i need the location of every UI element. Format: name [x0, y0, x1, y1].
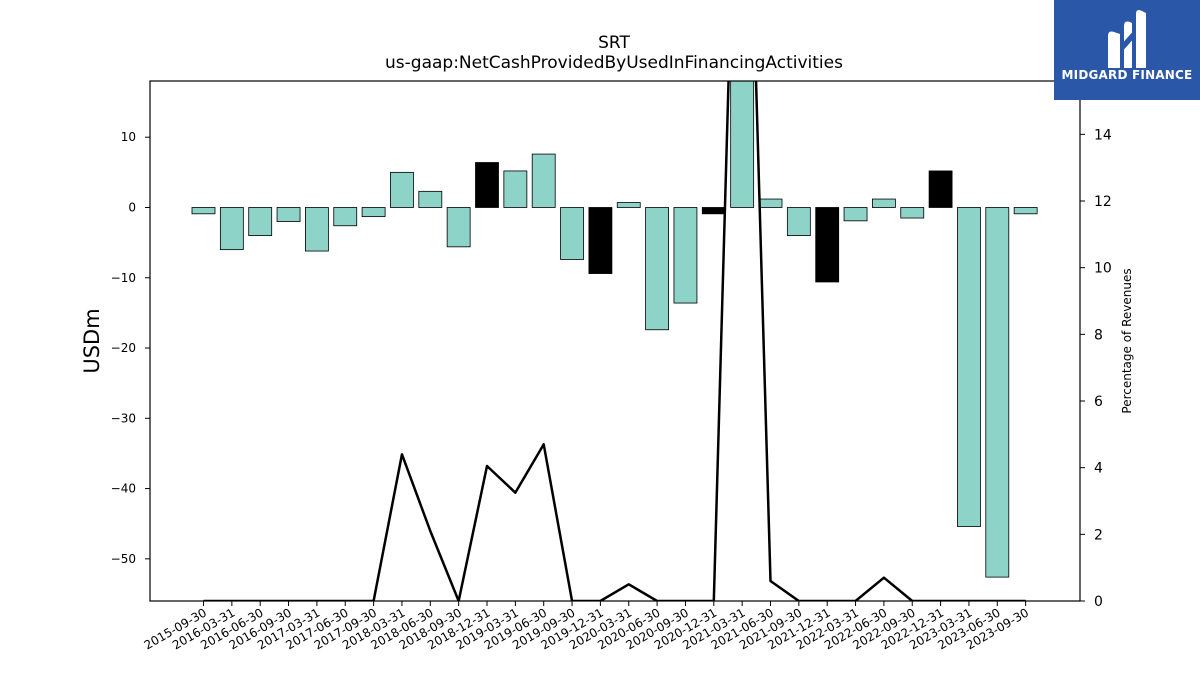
bar-2021-03-31	[730, 81, 755, 208]
y-right-tick-label: 8	[1094, 327, 1103, 343]
y-axis-label-right: Percentage of Revenues	[1120, 268, 1134, 413]
bars-layer	[191, 81, 1038, 578]
midgard-finance-logo: MIDGARD FINANCE	[1054, 0, 1200, 100]
y-tick-label: −40	[111, 482, 136, 496]
bar-2022-09-30	[900, 207, 925, 219]
logo-mark-icon	[1108, 10, 1146, 68]
plot-frame	[149, 80, 1081, 602]
bar-2018-12-31	[475, 162, 499, 208]
logo-text: MIDGARD FINANCE	[1061, 68, 1193, 82]
bar-2021-09-30	[786, 207, 811, 236]
bar-2019-12-31	[588, 207, 613, 274]
bar-2023-03-31	[957, 207, 981, 527]
bar-2016-06-30	[248, 207, 273, 236]
y-right-tick-label: 14	[1094, 127, 1112, 143]
y-right-tick-label: 4	[1094, 461, 1103, 477]
bar-2020-06-30	[645, 207, 669, 331]
y-right-tick-label: 2	[1094, 527, 1103, 543]
bar-2022-12-31	[928, 170, 953, 208]
bar-2018-09-30	[446, 207, 471, 248]
y-axis-label: USDm	[80, 308, 104, 373]
y-tick-label: −20	[111, 341, 136, 355]
line-layer	[203, 81, 1026, 601]
bar-2018-03-31	[390, 171, 414, 208]
bar-2023-06-30	[985, 207, 1010, 578]
bar-2016-03-31	[219, 207, 244, 251]
y-right-tick-label: 10	[1094, 261, 1112, 277]
y-tick-label: 10	[121, 130, 136, 144]
y-tick-label: −10	[111, 271, 136, 285]
y-right-tick-label: 0	[1094, 594, 1103, 610]
bar-2016-09-30	[276, 207, 301, 222]
bar-2020-09-30	[673, 207, 698, 304]
bar-2022-03-31	[843, 207, 868, 222]
bar-2017-03-31	[304, 207, 329, 252]
chart-subtitle: us-gaap:NetCashProvidedByUsedInFinancing…	[385, 53, 843, 73]
y-right-tick-label: 6	[1094, 394, 1103, 410]
bar-2019-09-30	[560, 207, 584, 260]
bar-2015-09-30	[191, 207, 216, 215]
bar-2022-06-30	[872, 198, 896, 208]
bar-2019-06-30	[531, 153, 556, 208]
y-tick-label: −30	[111, 411, 136, 425]
bar-2017-06-30	[333, 207, 358, 227]
y-tick-label: −50	[111, 552, 136, 566]
bar-2020-12-31	[701, 207, 726, 215]
bar-2017-09-30	[361, 207, 386, 218]
y-tick-label: 0	[128, 200, 136, 214]
bar-2021-06-30	[758, 198, 783, 208]
revenue-percentage-line	[203, 81, 1026, 601]
bar-2021-12-31	[815, 207, 840, 283]
chart-title: SRT	[598, 33, 630, 53]
bar-2023-09-30	[1013, 207, 1038, 215]
y-right-tick-label: 12	[1094, 194, 1112, 210]
bar-2018-06-30	[418, 190, 443, 208]
bar-2020-03-31	[616, 202, 641, 208]
bar-2019-03-31	[503, 170, 528, 208]
